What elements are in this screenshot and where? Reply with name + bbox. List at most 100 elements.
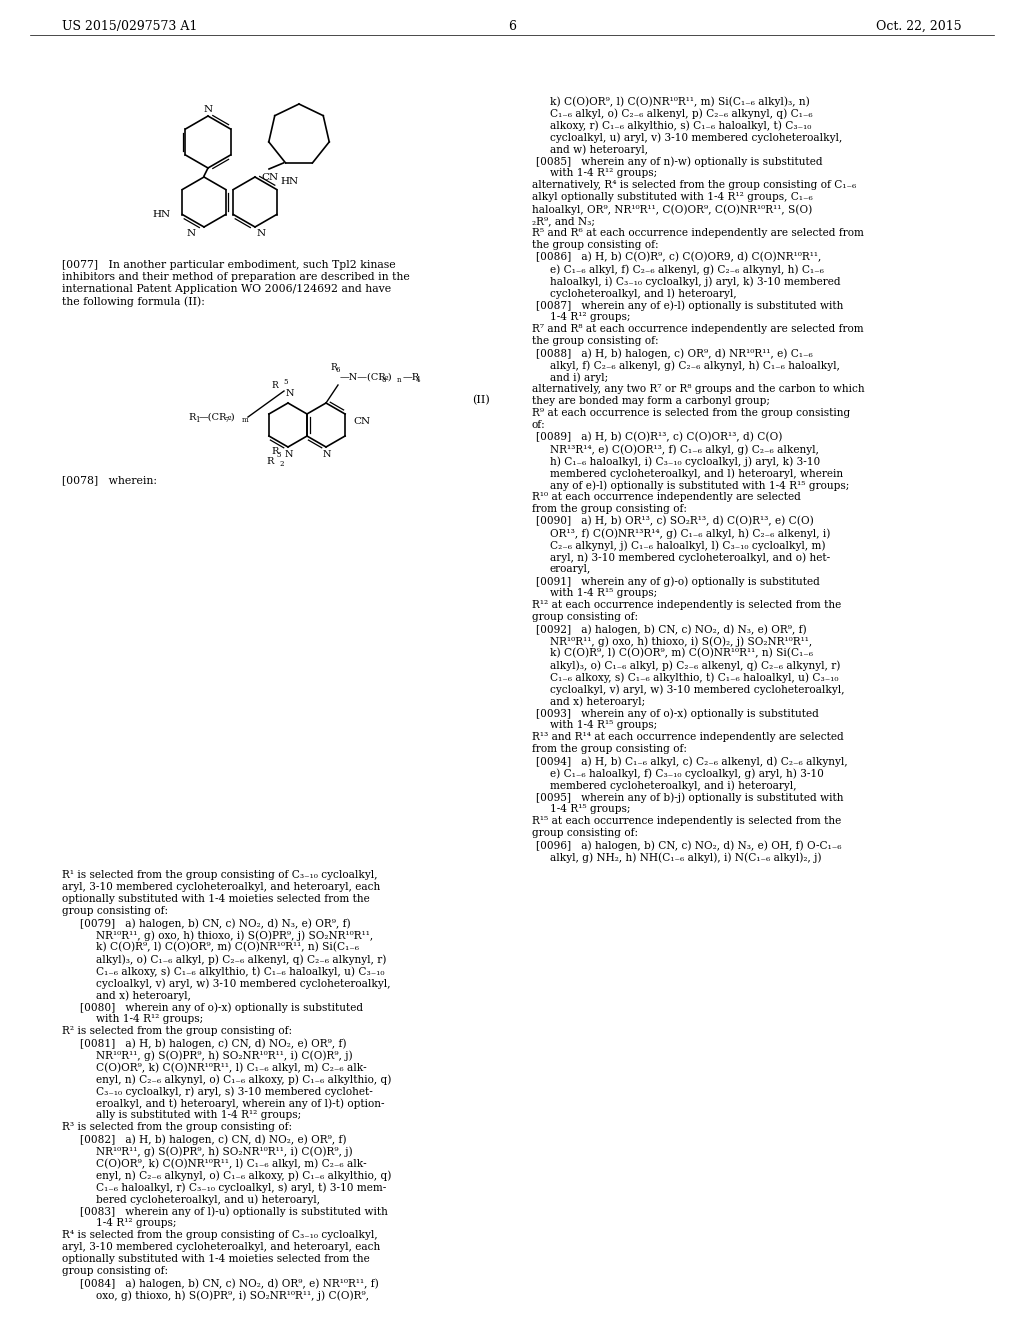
Text: NR¹⁰R¹¹, g) S(O)PR⁹, h) SO₂NR¹⁰R¹¹, i) C(O)R⁹, j): NR¹⁰R¹¹, g) S(O)PR⁹, h) SO₂NR¹⁰R¹¹, i) C… [96, 1049, 352, 1060]
Text: optionally substituted with 1-4 moieties selected from the: optionally substituted with 1-4 moieties… [62, 894, 370, 904]
Text: enyl, n) C₂₋₆ alkynyl, o) C₁₋₆ alkoxy, p) C₁₋₆ alkylthio, q): enyl, n) C₂₋₆ alkynyl, o) C₁₋₆ alkoxy, p… [96, 1074, 391, 1085]
Text: CN: CN [353, 417, 370, 425]
Text: [0080]   wherein any of o)-x) optionally is substituted: [0080] wherein any of o)-x) optionally i… [80, 1002, 364, 1012]
Text: haloalkyl, OR⁹, NR¹⁰R¹¹, C(O)OR⁹, C(O)NR¹⁰R¹¹, S(O): haloalkyl, OR⁹, NR¹⁰R¹¹, C(O)OR⁹, C(O)NR… [532, 205, 812, 215]
Text: n: n [397, 376, 401, 384]
Text: N: N [204, 106, 213, 114]
Text: membered cycloheteroalkyl, and i) heteroaryl,: membered cycloheteroalkyl, and i) hetero… [550, 780, 797, 791]
Text: [0096]   a) halogen, b) CN, c) NO₂, d) N₃, e) OH, f) O-C₁₋₆: [0096] a) halogen, b) CN, c) NO₂, d) N₃,… [536, 840, 842, 850]
Text: 1-4 R¹² groups;: 1-4 R¹² groups; [96, 1218, 176, 1228]
Text: N: N [257, 228, 266, 238]
Text: alkoxy, r) C₁₋₆ alkylthio, s) C₁₋₆ haloalkyl, t) C₃₋₁₀: alkoxy, r) C₁₋₆ alkylthio, s) C₁₋₆ haloa… [550, 120, 811, 131]
Text: optionally substituted with 1-4 moieties selected from the: optionally substituted with 1-4 moieties… [62, 1254, 370, 1265]
Text: R⁹ at each occurrence is selected from the group consisting: R⁹ at each occurrence is selected from t… [532, 408, 850, 418]
Text: R¹⁵ at each occurrence independently is selected from the: R¹⁵ at each occurrence independently is … [532, 816, 842, 826]
Text: 3: 3 [276, 451, 282, 459]
Text: oxo, g) thioxo, h) S(O)PR⁹, i) SO₂NR¹⁰R¹¹, j) C(O)R⁹,: oxo, g) thioxo, h) S(O)PR⁹, i) SO₂NR¹⁰R¹… [96, 1290, 369, 1300]
Text: [0093]   wherein any of o)-x) optionally is substituted: [0093] wherein any of o)-x) optionally i… [536, 708, 819, 718]
Text: [0082]   a) H, b) halogen, c) CN, d) NO₂, e) OR⁹, f): [0082] a) H, b) halogen, c) CN, d) NO₂, … [80, 1134, 346, 1144]
Text: eroaryl,: eroaryl, [550, 564, 591, 574]
Text: [0088]   a) H, b) halogen, c) OR⁹, d) NR¹⁰R¹¹, e) C₁₋₆: [0088] a) H, b) halogen, c) OR⁹, d) NR¹⁰… [536, 348, 813, 359]
Text: R⁵ and R⁶ at each occurrence independently are selected from: R⁵ and R⁶ at each occurrence independent… [532, 228, 864, 238]
Text: R: R [266, 457, 274, 466]
Text: enyl, n) C₂₋₆ alkynyl, o) C₁₋₆ alkoxy, p) C₁₋₆ alkylthio, q): enyl, n) C₂₋₆ alkynyl, o) C₁₋₆ alkoxy, p… [96, 1170, 391, 1180]
Text: C₂₋₆ alkynyl, j) C₁₋₆ haloalkyl, l) C₃₋₁₀ cycloalkyl, m): C₂₋₆ alkynyl, j) C₁₋₆ haloalkyl, l) C₃₋₁… [550, 540, 825, 550]
Text: cycloalkyl, v) aryl, w) 3-10 membered cycloheteroalkyl,: cycloalkyl, v) aryl, w) 3-10 membered cy… [96, 978, 390, 989]
Text: [0077]   In another particular embodiment, such Tpl2 kinase: [0077] In another particular embodiment,… [62, 260, 395, 271]
Text: aryl, 3-10 membered cycloheteroalkyl, and heteroaryl, each: aryl, 3-10 membered cycloheteroalkyl, an… [62, 882, 380, 892]
Text: k) C(O)R⁹, l) C(O)OR⁹, m) C(O)NR¹⁰R¹¹, n) Si(C₁₋₆: k) C(O)R⁹, l) C(O)OR⁹, m) C(O)NR¹⁰R¹¹, n… [550, 648, 813, 659]
Text: from the group consisting of:: from the group consisting of: [532, 744, 687, 754]
Text: N: N [323, 450, 331, 459]
Text: with 1-4 R¹² groups;: with 1-4 R¹² groups; [96, 1014, 203, 1024]
Text: NR¹³R¹⁴, e) C(O)OR¹³, f) C₁₋₆ alkyl, g) C₂₋₆ alkenyl,: NR¹³R¹⁴, e) C(O)OR¹³, f) C₁₋₆ alkyl, g) … [550, 444, 819, 454]
Text: R³ is selected from the group consisting of:: R³ is selected from the group consisting… [62, 1122, 292, 1133]
Text: membered cycloheteroalkyl, and l) heteroaryl, wherein: membered cycloheteroalkyl, and l) hetero… [550, 469, 843, 479]
Text: 5: 5 [283, 378, 288, 385]
Text: Oct. 22, 2015: Oct. 22, 2015 [877, 20, 962, 33]
Text: [0089]   a) H, b) C(O)R¹³, c) C(O)OR¹³, d) C(O): [0089] a) H, b) C(O)R¹³, c) C(O)OR¹³, d)… [536, 432, 782, 442]
Text: alternatively, R⁴ is selected from the group consisting of C₁₋₆: alternatively, R⁴ is selected from the g… [532, 180, 856, 190]
Text: —R: —R [403, 372, 420, 381]
Text: [0087]   wherein any of e)-l) optionally is substituted with: [0087] wherein any of e)-l) optionally i… [536, 300, 844, 310]
Text: and i) aryl;: and i) aryl; [550, 372, 608, 383]
Text: 6: 6 [336, 366, 341, 374]
Text: cycloheteroalkyl, and l) heteroaryl,: cycloheteroalkyl, and l) heteroaryl, [550, 288, 736, 298]
Text: N: N [285, 450, 293, 459]
Text: group consisting of:: group consisting of: [532, 828, 638, 838]
Text: eroalkyl, and t) heteroaryl, wherein any of l)-t) option-: eroalkyl, and t) heteroaryl, wherein any… [96, 1098, 384, 1109]
Text: [0091]   wherein any of g)-o) optionally is substituted: [0091] wherein any of g)-o) optionally i… [536, 576, 820, 586]
Text: 2: 2 [280, 459, 285, 469]
Text: aryl, 3-10 membered cycloheteroalkyl, and heteroaryl, each: aryl, 3-10 membered cycloheteroalkyl, an… [62, 1242, 380, 1251]
Text: C₁₋₆ alkoxy, s) C₁₋₆ alkylthio, t) C₁₋₆ haloalkyl, u) C₃₋₁₀: C₁₋₆ alkoxy, s) C₁₋₆ alkylthio, t) C₁₋₆ … [96, 966, 384, 977]
Text: with 1-4 R¹² groups;: with 1-4 R¹² groups; [550, 168, 657, 178]
Text: R: R [271, 447, 279, 457]
Text: NR¹⁰R¹¹, g) S(O)PR⁹, h) SO₂NR¹⁰R¹¹, i) C(O)R⁹, j): NR¹⁰R¹¹, g) S(O)PR⁹, h) SO₂NR¹⁰R¹¹, i) C… [96, 1146, 352, 1156]
Text: [0086]   a) H, b) C(O)R⁹, c) C(O)OR9, d) C(O)NR¹⁰R¹¹,: [0086] a) H, b) C(O)R⁹, c) C(O)OR9, d) C… [536, 252, 821, 263]
Text: k) C(O)R⁹, l) C(O)OR⁹, m) C(O)NR¹⁰R¹¹, n) Si(C₁₋₆: k) C(O)R⁹, l) C(O)OR⁹, m) C(O)NR¹⁰R¹¹, n… [96, 942, 359, 952]
Text: HN: HN [153, 210, 170, 219]
Text: R: R [188, 412, 196, 421]
Text: 8: 8 [381, 376, 385, 384]
Text: [0085]   wherein any of n)-w) optionally is substituted: [0085] wherein any of n)-w) optionally i… [536, 156, 822, 166]
Text: NR¹⁰R¹¹, g) oxo, h) thioxo, i) S(O)PR⁹, j) SO₂NR¹⁰R¹¹,: NR¹⁰R¹¹, g) oxo, h) thioxo, i) S(O)PR⁹, … [96, 931, 373, 941]
Text: ₂): ₂) [228, 412, 236, 421]
Text: e) C₁₋₆ alkyl, f) C₂₋₆ alkenyl, g) C₂₋₆ alkynyl, h) C₁₋₆: e) C₁₋₆ alkyl, f) C₂₋₆ alkenyl, g) C₂₋₆ … [550, 264, 824, 275]
Text: [0090]   a) H, b) OR¹³, c) SO₂R¹³, d) C(O)R¹³, e) C(O): [0090] a) H, b) OR¹³, c) SO₂R¹³, d) C(O)… [536, 516, 814, 527]
Text: cycloalkyl, v) aryl, w) 3-10 membered cycloheteroalkyl,: cycloalkyl, v) aryl, w) 3-10 membered cy… [550, 684, 845, 694]
Text: [0092]   a) halogen, b) CN, c) NO₂, d) N₃, e) OR⁹, f): [0092] a) halogen, b) CN, c) NO₂, d) N₃,… [536, 624, 807, 635]
Text: —(CR: —(CR [199, 412, 227, 421]
Text: NR¹⁰R¹¹, g) oxo, h) thioxo, i) S(O)₂, j) SO₂NR¹⁰R¹¹,: NR¹⁰R¹¹, g) oxo, h) thioxo, i) S(O)₂, j)… [550, 636, 812, 647]
Text: [0095]   wherein any of b)-j) optionally is substituted with: [0095] wherein any of b)-j) optionally i… [536, 792, 844, 803]
Text: k) C(O)OR⁹, l) C(O)NR¹⁰R¹¹, m) Si(C₁₋₆ alkyl)₃, n): k) C(O)OR⁹, l) C(O)NR¹⁰R¹¹, m) Si(C₁₋₆ a… [550, 96, 810, 107]
Text: and x) heteroaryl;: and x) heteroaryl; [550, 696, 645, 706]
Text: R⁷ and R⁸ at each occurrence independently are selected from: R⁷ and R⁸ at each occurrence independent… [532, 323, 863, 334]
Text: 1: 1 [195, 416, 200, 424]
Text: aryl, n) 3-10 membered cycloheteroalkyl, and o) het-: aryl, n) 3-10 membered cycloheteroalkyl,… [550, 552, 830, 562]
Text: with 1-4 R¹⁵ groups;: with 1-4 R¹⁵ groups; [550, 719, 657, 730]
Text: OR¹³, f) C(O)NR¹³R¹⁴, g) C₁₋₆ alkyl, h) C₂₋₆ alkenyl, i): OR¹³, f) C(O)NR¹³R¹⁴, g) C₁₋₆ alkyl, h) … [550, 528, 830, 539]
Text: the following formula (II):: the following formula (II): [62, 296, 205, 306]
Text: R⁴ is selected from the group consisting of C₃₋₁₀ cycloalkyl,: R⁴ is selected from the group consisting… [62, 1230, 378, 1239]
Text: and w) heteroaryl,: and w) heteroaryl, [550, 144, 648, 154]
Text: [0084]   a) halogen, b) CN, c) NO₂, d) OR⁹, e) NR¹⁰R¹¹, f): [0084] a) halogen, b) CN, c) NO₂, d) OR⁹… [80, 1278, 379, 1288]
Text: 1-4 R¹² groups;: 1-4 R¹² groups; [550, 312, 631, 322]
Text: R: R [330, 363, 337, 371]
Text: N: N [286, 388, 294, 397]
Text: ₂R⁹, and N₃;: ₂R⁹, and N₃; [532, 216, 595, 226]
Text: h) C₁₋₆ haloalkyl, i) C₃₋₁₀ cycloalkyl, j) aryl, k) 3-10: h) C₁₋₆ haloalkyl, i) C₃₋₁₀ cycloalkyl, … [550, 455, 820, 466]
Text: group consisting of:: group consisting of: [532, 612, 638, 622]
Text: C₃₋₁₀ cycloalkyl, r) aryl, s) 3-10 membered cyclohet-: C₃₋₁₀ cycloalkyl, r) aryl, s) 3-10 membe… [96, 1086, 373, 1097]
Text: ally is substituted with 1-4 R¹² groups;: ally is substituted with 1-4 R¹² groups; [96, 1110, 301, 1119]
Text: haloalkyl, i) C₃₋₁₀ cycloalkyl, j) aryl, k) 3-10 membered: haloalkyl, i) C₃₋₁₀ cycloalkyl, j) aryl,… [550, 276, 841, 286]
Text: 4: 4 [416, 376, 421, 384]
Text: of:: of: [532, 420, 546, 430]
Text: cycloalkyl, u) aryl, v) 3-10 membered cycloheteroalkyl,: cycloalkyl, u) aryl, v) 3-10 membered cy… [550, 132, 843, 143]
Text: CN: CN [261, 173, 279, 181]
Text: alternatively, any two R⁷ or R⁸ groups and the carbon to which: alternatively, any two R⁷ or R⁸ groups a… [532, 384, 864, 393]
Text: with 1-4 R¹⁵ groups;: with 1-4 R¹⁵ groups; [550, 587, 657, 598]
Text: C(O)OR⁹, k) C(O)NR¹⁰R¹¹, l) C₁₋₆ alkyl, m) C₂₋₆ alk-: C(O)OR⁹, k) C(O)NR¹⁰R¹¹, l) C₁₋₆ alkyl, … [96, 1063, 367, 1073]
Text: US 2015/0297573 A1: US 2015/0297573 A1 [62, 20, 198, 33]
Text: alkyl)₃, o) C₁₋₆ alkyl, p) C₂₋₆ alkenyl, q) C₂₋₆ alkynyl, r): alkyl)₃, o) C₁₋₆ alkyl, p) C₂₋₆ alkenyl,… [96, 954, 386, 965]
Text: [0079]   a) halogen, b) CN, c) NO₂, d) N₃, e) OR⁹, f): [0079] a) halogen, b) CN, c) NO₂, d) N₃,… [80, 917, 350, 928]
